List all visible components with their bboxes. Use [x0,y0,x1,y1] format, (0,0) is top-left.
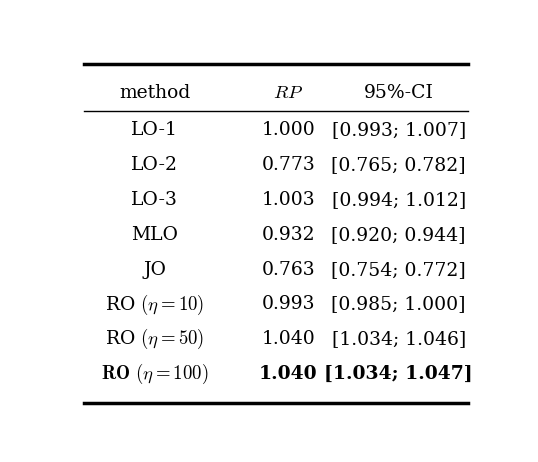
Text: RO $(\eta = 10)$: RO $(\eta = 10)$ [105,292,204,316]
Text: [0.765; 0.782]: [0.765; 0.782] [331,156,466,174]
Text: 1.000: 1.000 [261,121,315,139]
Text: [0.920; 0.944]: [0.920; 0.944] [331,226,466,244]
Text: [1.034; 1.046]: [1.034; 1.046] [331,330,466,348]
Text: 0.993: 0.993 [261,296,315,313]
Text: 1.040: 1.040 [261,330,315,348]
Text: [0.993; 1.007]: [0.993; 1.007] [331,121,466,139]
Text: [0.985; 1.000]: [0.985; 1.000] [331,296,466,313]
Text: 0.932: 0.932 [261,226,315,244]
Text: MLO: MLO [131,226,178,244]
Text: method: method [119,84,190,102]
Text: LO-1: LO-1 [131,121,178,139]
Text: LO-2: LO-2 [131,156,178,174]
Text: [0.754; 0.772]: [0.754; 0.772] [331,261,466,279]
Text: 95%-CI: 95%-CI [364,84,434,102]
Text: 1.003: 1.003 [261,191,315,209]
Text: 0.773: 0.773 [261,156,315,174]
Text: [1.034; 1.047]: [1.034; 1.047] [324,365,473,383]
Text: 1.040: 1.040 [259,365,317,383]
Text: LO-3: LO-3 [131,191,178,209]
Text: 0.763: 0.763 [261,261,315,279]
Text: RO $(\eta = 50)$: RO $(\eta = 50)$ [105,327,204,352]
Text: $\mathit{RP}$: $\mathit{RP}$ [273,84,303,102]
Text: [0.994; 1.012]: [0.994; 1.012] [331,191,466,209]
Text: JO: JO [143,261,166,279]
Text: $\mathbf{RO}$ $(\eta = 100)$: $\mathbf{RO}$ $(\eta = 100)$ [101,362,209,386]
